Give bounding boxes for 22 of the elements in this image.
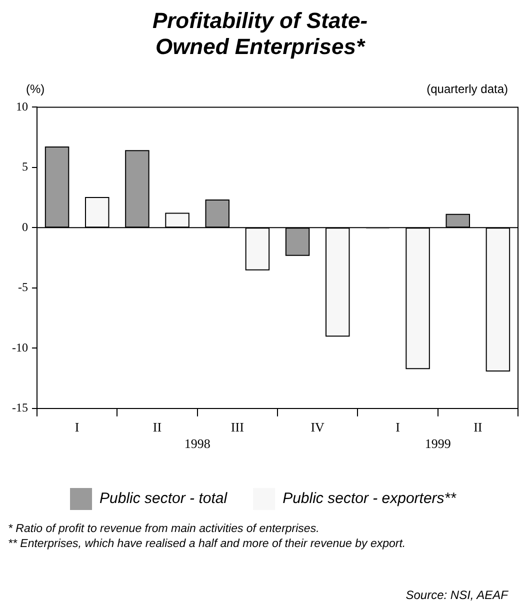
y-tick-label: 0 bbox=[22, 220, 28, 234]
text: * Ratio of profit to revenue from main activities of enterprises. bbox=[8, 522, 320, 537]
x-tick-label: III bbox=[230, 420, 244, 435]
legend-label: Public sector - exporters** bbox=[282, 490, 458, 508]
source-note: Source: NSI, AEAF bbox=[406, 588, 508, 602]
x-tick-label: II bbox=[152, 420, 162, 435]
y-tick-label: 10 bbox=[16, 99, 28, 114]
y-axis-title: (%) bbox=[26, 82, 45, 96]
chart-title: Profitability of State-Owned Enterprises* bbox=[151, 8, 369, 60]
text: 1998 bbox=[184, 436, 210, 452]
y-tick-label: -15 bbox=[12, 400, 28, 415]
x-tick-label: I bbox=[74, 420, 80, 435]
text: 1999 bbox=[424, 436, 451, 452]
y-tick-label: -5 bbox=[18, 280, 28, 294]
text: (quarterly data) bbox=[426, 82, 508, 96]
y-tick-label: 5 bbox=[22, 160, 28, 174]
x-tick-label: II bbox=[474, 420, 482, 435]
x-tick-label: IV bbox=[310, 420, 326, 435]
x-tick-label: I bbox=[396, 420, 400, 435]
text: ** Enterprises, which have realised a half and more of their revenue by export. bbox=[8, 537, 407, 552]
y-tick-label: -10 bbox=[12, 340, 28, 354]
legend-label: Public sector - total bbox=[100, 490, 228, 508]
